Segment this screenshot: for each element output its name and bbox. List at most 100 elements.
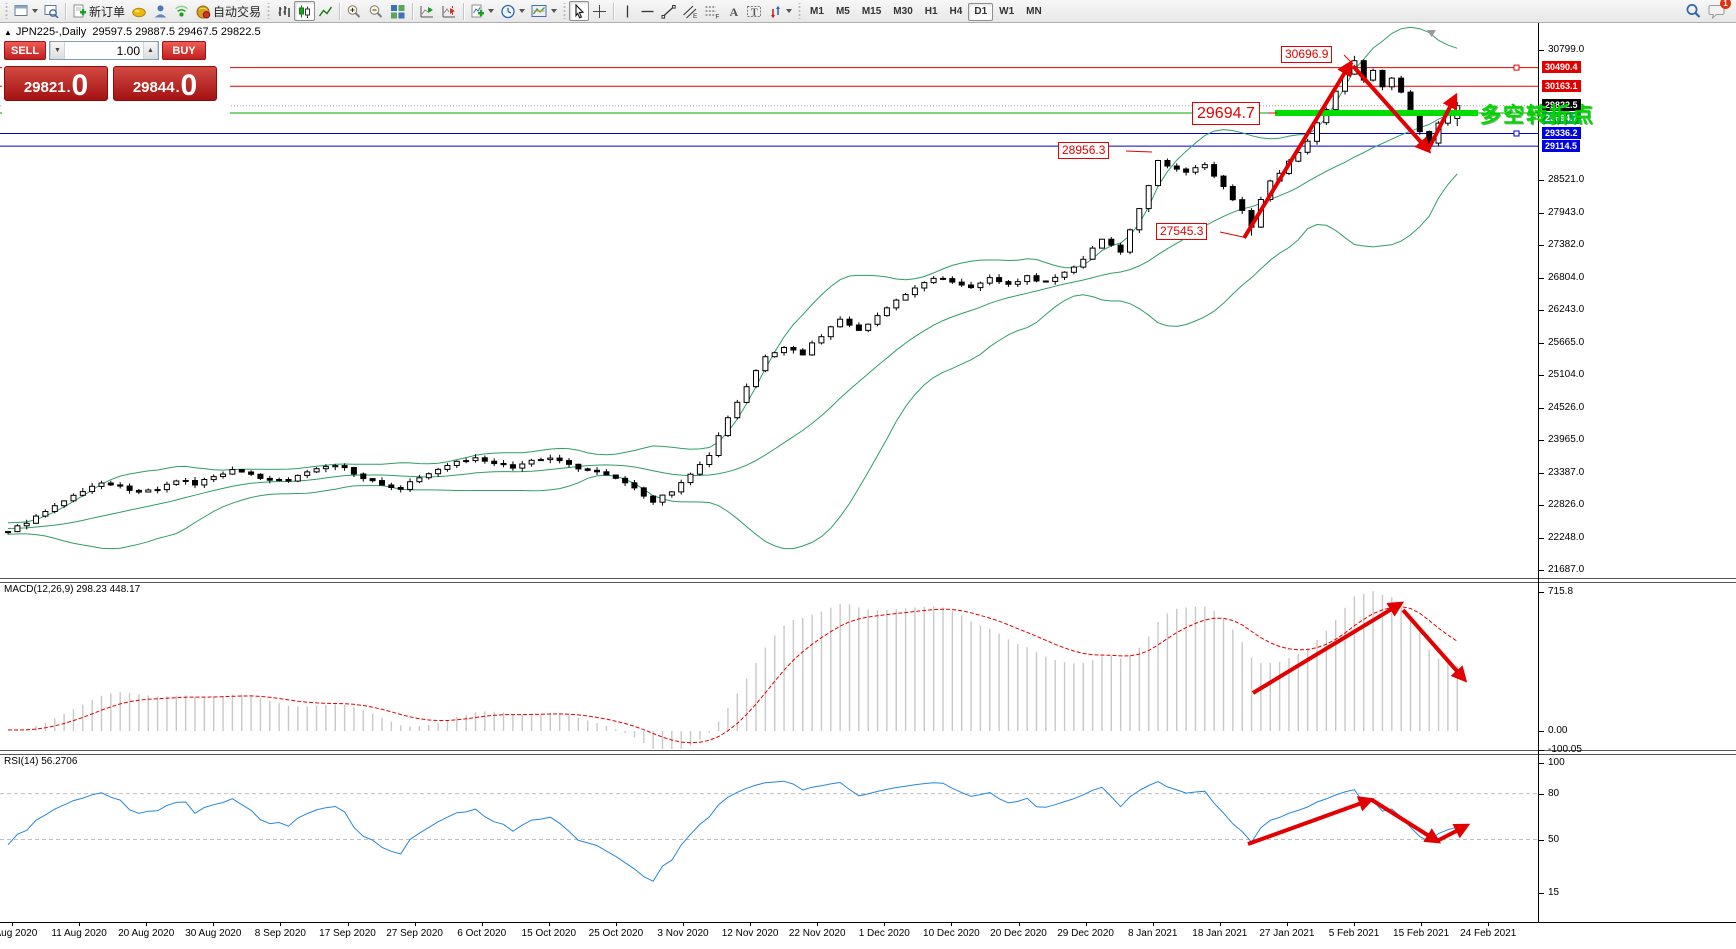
trend-arrow[interactable] [1426,92,1458,151]
toolbar-grip[interactable] [797,3,803,19]
date-label: 22 Nov 2020 [788,928,846,939]
rsi-pane-divider[interactable] [0,750,1736,755]
templates-button[interactable] [528,1,560,21]
price-tick-label: 27943.0 [1548,206,1585,218]
price-axis[interactable]: 30799.0 28521.0 27943.0 27382.0 26804.0 26243… [1539,23,1736,949]
turning-point-level-bar[interactable] [1275,110,1478,116]
timeframe-button-M15[interactable]: M15 [856,3,887,21]
horizontal-line-29336.2[interactable] [0,130,1538,137]
horizontal-line-tool-button[interactable] [637,1,658,21]
tick-mark [1539,212,1544,214]
rsi-indicator-pane[interactable] [0,753,1538,922]
volume-decrease-button[interactable]: ▼ [50,42,65,59]
time-tick-mark [683,922,684,926]
timeframe-button-D1[interactable]: D1 [968,2,994,21]
periods-button[interactable] [497,1,528,21]
vertical-line-tool-button[interactable] [617,1,637,21]
trend-arrow[interactable] [1251,601,1405,695]
profiles-button[interactable] [41,1,62,21]
zoom-out-button[interactable] [365,1,387,21]
bull-bear-turning-point-note[interactable]: 多空转折点 [1480,104,1595,127]
crosshair-button[interactable] [589,1,610,21]
text-tool-button[interactable]: A [723,1,743,21]
toolbar: 新订单 自动交易 [0,0,1736,23]
price-badge-29114.5: 29114.5 [1542,139,1581,152]
main-chart-plot[interactable] [0,23,1538,578]
time-axis[interactable]: 2 Aug 2020 11 Aug 2020 20 Aug 2020 30 Aug 2… [0,922,1736,949]
autotrading-button[interactable]: 自动交易 [192,1,264,21]
toolbar-grip[interactable] [266,3,272,19]
trend-arrow[interactable] [1401,608,1468,683]
text-label-tool-button[interactable]: T [743,1,765,21]
toolbar-grip[interactable] [4,3,9,19]
toolbar-grip[interactable] [562,3,568,19]
zoom-in-button[interactable] [343,1,365,21]
tick-mark [1539,180,1544,181]
price-callout-27545.3[interactable]: 27545.3 [1156,223,1208,240]
timeframe-button-M5[interactable]: M5 [830,3,856,21]
auto-scroll-button[interactable] [416,1,438,21]
horizontal-line-30490.4[interactable] [0,64,1538,71]
channel-tool-button[interactable]: E [679,1,701,21]
new-order-button[interactable]: 新订单 [69,1,128,21]
tile-windows-button[interactable] [387,1,409,21]
trend-arrow[interactable] [1370,798,1442,844]
price-callout-30696.9[interactable]: 30696.9 [1281,46,1333,63]
time-tick-mark [1354,922,1355,926]
macd-tick-label: 0.00 [1548,725,1568,736]
svg-text:A: A [729,5,738,19]
cursor-button[interactable] [569,1,590,21]
date-label: 24 Feb 2021 [1460,928,1517,939]
crosshair-icon [593,4,607,18]
timeframe-button-W1[interactable]: W1 [993,3,1020,21]
timeframe-button-M30[interactable]: M30 [887,3,918,21]
volume-input[interactable] [65,43,143,58]
indicators-icon [471,4,485,17]
price-callout-28956.3[interactable]: 28956.3 [1058,142,1110,159]
timeframe-button-H1[interactable]: H1 [919,3,944,21]
tick-mark [1539,50,1544,51]
macd-indicator-pane[interactable] [0,581,1538,751]
chart-shift-marker[interactable] [1427,30,1436,37]
gold-button[interactable] [128,1,150,21]
support-button[interactable] [150,1,171,21]
trend-arrow[interactable] [1351,64,1432,154]
price-tick-label: 21687.0 [1548,564,1585,576]
buy-price-display[interactable]: 29844. 0 [113,66,217,101]
sell-price-display[interactable]: 29821. 0 [4,66,108,101]
indicators-button[interactable] [467,1,497,21]
notifications-button[interactable]: 1 [1705,0,1731,21]
signal-icon [175,5,188,17]
bar-chart-button[interactable] [273,1,294,21]
buy-button[interactable]: BUY [162,41,206,60]
price-tick-label: 26243.0 [1548,304,1585,315]
trend-arrow[interactable] [1242,59,1353,240]
bar-chart-icon [278,5,290,17]
collapse-icon[interactable]: ▲ [4,28,12,37]
chart-shift-button[interactable] [438,1,460,21]
timeframe-button-M1[interactable]: M1 [804,3,830,21]
volume-increase-button[interactable]: ▲ [143,42,158,59]
date-label: 15 Feb 2021 [1393,928,1450,939]
sell-button[interactable]: SELL [4,41,46,60]
tick-mark [1539,440,1544,442]
time-tick-mark [146,922,148,926]
line-chart-button[interactable] [315,1,336,21]
signals-button[interactable] [171,1,192,21]
chevron-down-icon [488,9,495,13]
candlestick-chart-button[interactable] [294,1,316,21]
svg-text:T: T [751,7,758,18]
timeframe-button-MN[interactable]: MN [1020,3,1048,21]
trendline-tool-button[interactable] [658,1,679,21]
timeframe-button-H4[interactable]: H4 [944,3,969,21]
price-callout-29694.7[interactable]: 29694.7 [1192,102,1260,125]
arrows-tool-button[interactable] [765,1,795,21]
time-tick-mark [615,922,617,926]
search-button[interactable] [1682,1,1705,21]
trend-arrow[interactable] [1436,823,1471,843]
charts-list-button[interactable] [11,1,41,21]
trend-arrow[interactable] [1247,796,1375,846]
macd-pane-divider[interactable] [0,578,1736,583]
fibonacci-tool-button[interactable]: F [701,1,723,21]
time-tick-mark [951,922,953,926]
